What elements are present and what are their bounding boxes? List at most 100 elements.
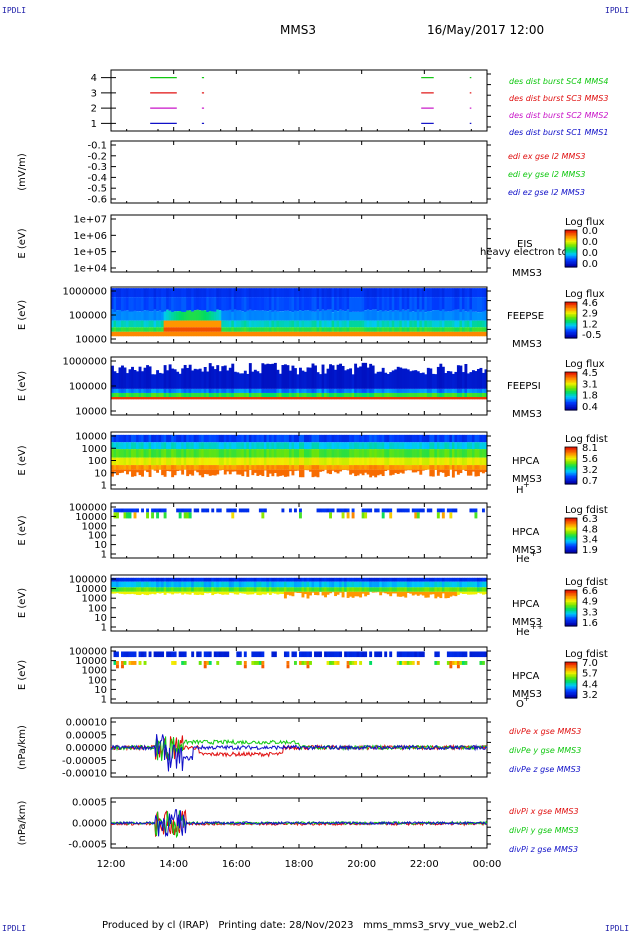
heatmap-cell	[203, 388, 207, 393]
heatmap-cell	[178, 508, 182, 513]
heatmap-cell	[354, 577, 358, 582]
heatmap-cell	[288, 331, 292, 337]
heatmap-cell	[198, 331, 202, 337]
heatmap-cell	[211, 449, 215, 458]
heatmap-cell	[339, 392, 343, 398]
heatmap-cell	[196, 309, 200, 321]
heatmap-cell	[439, 591, 443, 599]
heatmap-cell	[288, 397, 292, 400]
heatmap-cell	[161, 465, 165, 470]
colorbar-tick-label: 3.4	[582, 535, 598, 546]
heatmap-cell	[111, 392, 114, 398]
heatmap-cell	[411, 370, 415, 389]
heatmap-cell	[351, 442, 355, 450]
heatmap-cell	[381, 591, 385, 593]
heatmap-cell	[374, 327, 378, 332]
heatmap-cell	[464, 581, 468, 588]
heatmap-cell	[168, 288, 172, 298]
heatmap-cell	[419, 392, 423, 398]
colorbar-frame	[564, 446, 578, 485]
heatmap-cell	[421, 288, 425, 298]
heatmap-cell	[434, 331, 438, 337]
heatmap-cell	[186, 392, 190, 398]
heatmap-cell	[414, 320, 418, 328]
heatmap-cell	[399, 331, 403, 337]
heatmap-cell	[414, 449, 418, 458]
colorbar-swatch	[565, 686, 577, 689]
colorbar-swatch	[565, 448, 577, 451]
heatmap-cell	[456, 297, 460, 310]
heatmap-cell	[406, 320, 410, 328]
heatmap-cell	[456, 288, 460, 298]
heatmap-cell	[258, 392, 262, 398]
heatmap-cell	[424, 288, 428, 298]
heatmap-cell	[246, 373, 250, 389]
heatmap-cell	[166, 457, 170, 466]
heatmap-cell	[479, 288, 483, 298]
heatmap-cell	[226, 392, 230, 398]
heatmap-cell	[399, 651, 403, 658]
heatmap-cell	[469, 587, 473, 592]
heatmap-cell	[444, 465, 448, 470]
heatmap-cell	[424, 388, 428, 393]
colorbar-swatch	[565, 620, 577, 623]
heatmap-cell	[334, 591, 337, 597]
heatmap-cell	[429, 397, 433, 400]
heatmap-cell	[444, 457, 448, 466]
heatmap-cell	[266, 397, 270, 400]
heatmap-cell	[404, 577, 408, 582]
heatmap-cell	[213, 297, 217, 312]
heatmap-cell	[349, 388, 353, 393]
heatmap-cell	[346, 457, 350, 466]
heatmap-cell	[309, 581, 312, 588]
heatmap-cell	[404, 392, 408, 398]
heatmap-cell	[309, 320, 312, 328]
heatmap-cell	[173, 331, 177, 337]
heatmap-cell	[469, 508, 473, 513]
heatmap-cell	[381, 581, 385, 588]
heatmap-cell	[299, 327, 302, 332]
heatmap-cell	[261, 310, 265, 321]
heatmap-cell	[474, 320, 478, 328]
heatmap-cell	[439, 363, 443, 389]
heatmap-cell	[143, 577, 147, 582]
heatmap-cell	[151, 311, 155, 321]
heatmap-cell	[409, 449, 413, 458]
heatmap-cell	[236, 581, 240, 588]
heatmap-cell	[161, 577, 165, 582]
heatmap-cell	[141, 581, 144, 588]
heatmap-cell	[173, 392, 177, 398]
heatmap-cell	[466, 457, 470, 466]
heatmap-cell	[409, 297, 413, 312]
heatmap-cell	[193, 331, 197, 337]
heatmap-cell	[301, 457, 305, 466]
heatmap-cell	[293, 288, 297, 298]
heatmap-cell	[123, 577, 127, 582]
heatmap-cell	[444, 311, 448, 321]
heatmap-cell	[131, 465, 134, 470]
heatmap-cell	[203, 320, 207, 328]
heatmap-cell	[133, 587, 137, 592]
heatmap-cell	[394, 581, 398, 588]
heatmap-cell	[451, 327, 455, 332]
heatmap-cell	[399, 388, 403, 393]
heatmap-cell	[349, 331, 353, 337]
heatmap-cell	[266, 442, 270, 450]
heatmap-cell	[271, 449, 275, 458]
heatmap-cell	[281, 577, 285, 582]
heatmap-cell	[173, 661, 177, 665]
heatmap-cell	[424, 312, 428, 321]
heatmap-cell	[131, 651, 134, 658]
heatmap-cell	[484, 434, 488, 443]
heatmap-cell	[236, 577, 240, 582]
heatmap-cell	[381, 367, 385, 389]
heatmap-cell	[389, 651, 393, 658]
heatmap-cell	[196, 577, 200, 582]
heatmap-cell	[171, 388, 175, 393]
heatmap-cell	[181, 397, 185, 400]
heatmap-cell	[241, 457, 245, 466]
heatmap-cell	[196, 320, 200, 328]
heatmap-cell	[411, 449, 415, 458]
heatmap-cell	[319, 434, 322, 443]
heatmap-cell	[241, 331, 245, 337]
